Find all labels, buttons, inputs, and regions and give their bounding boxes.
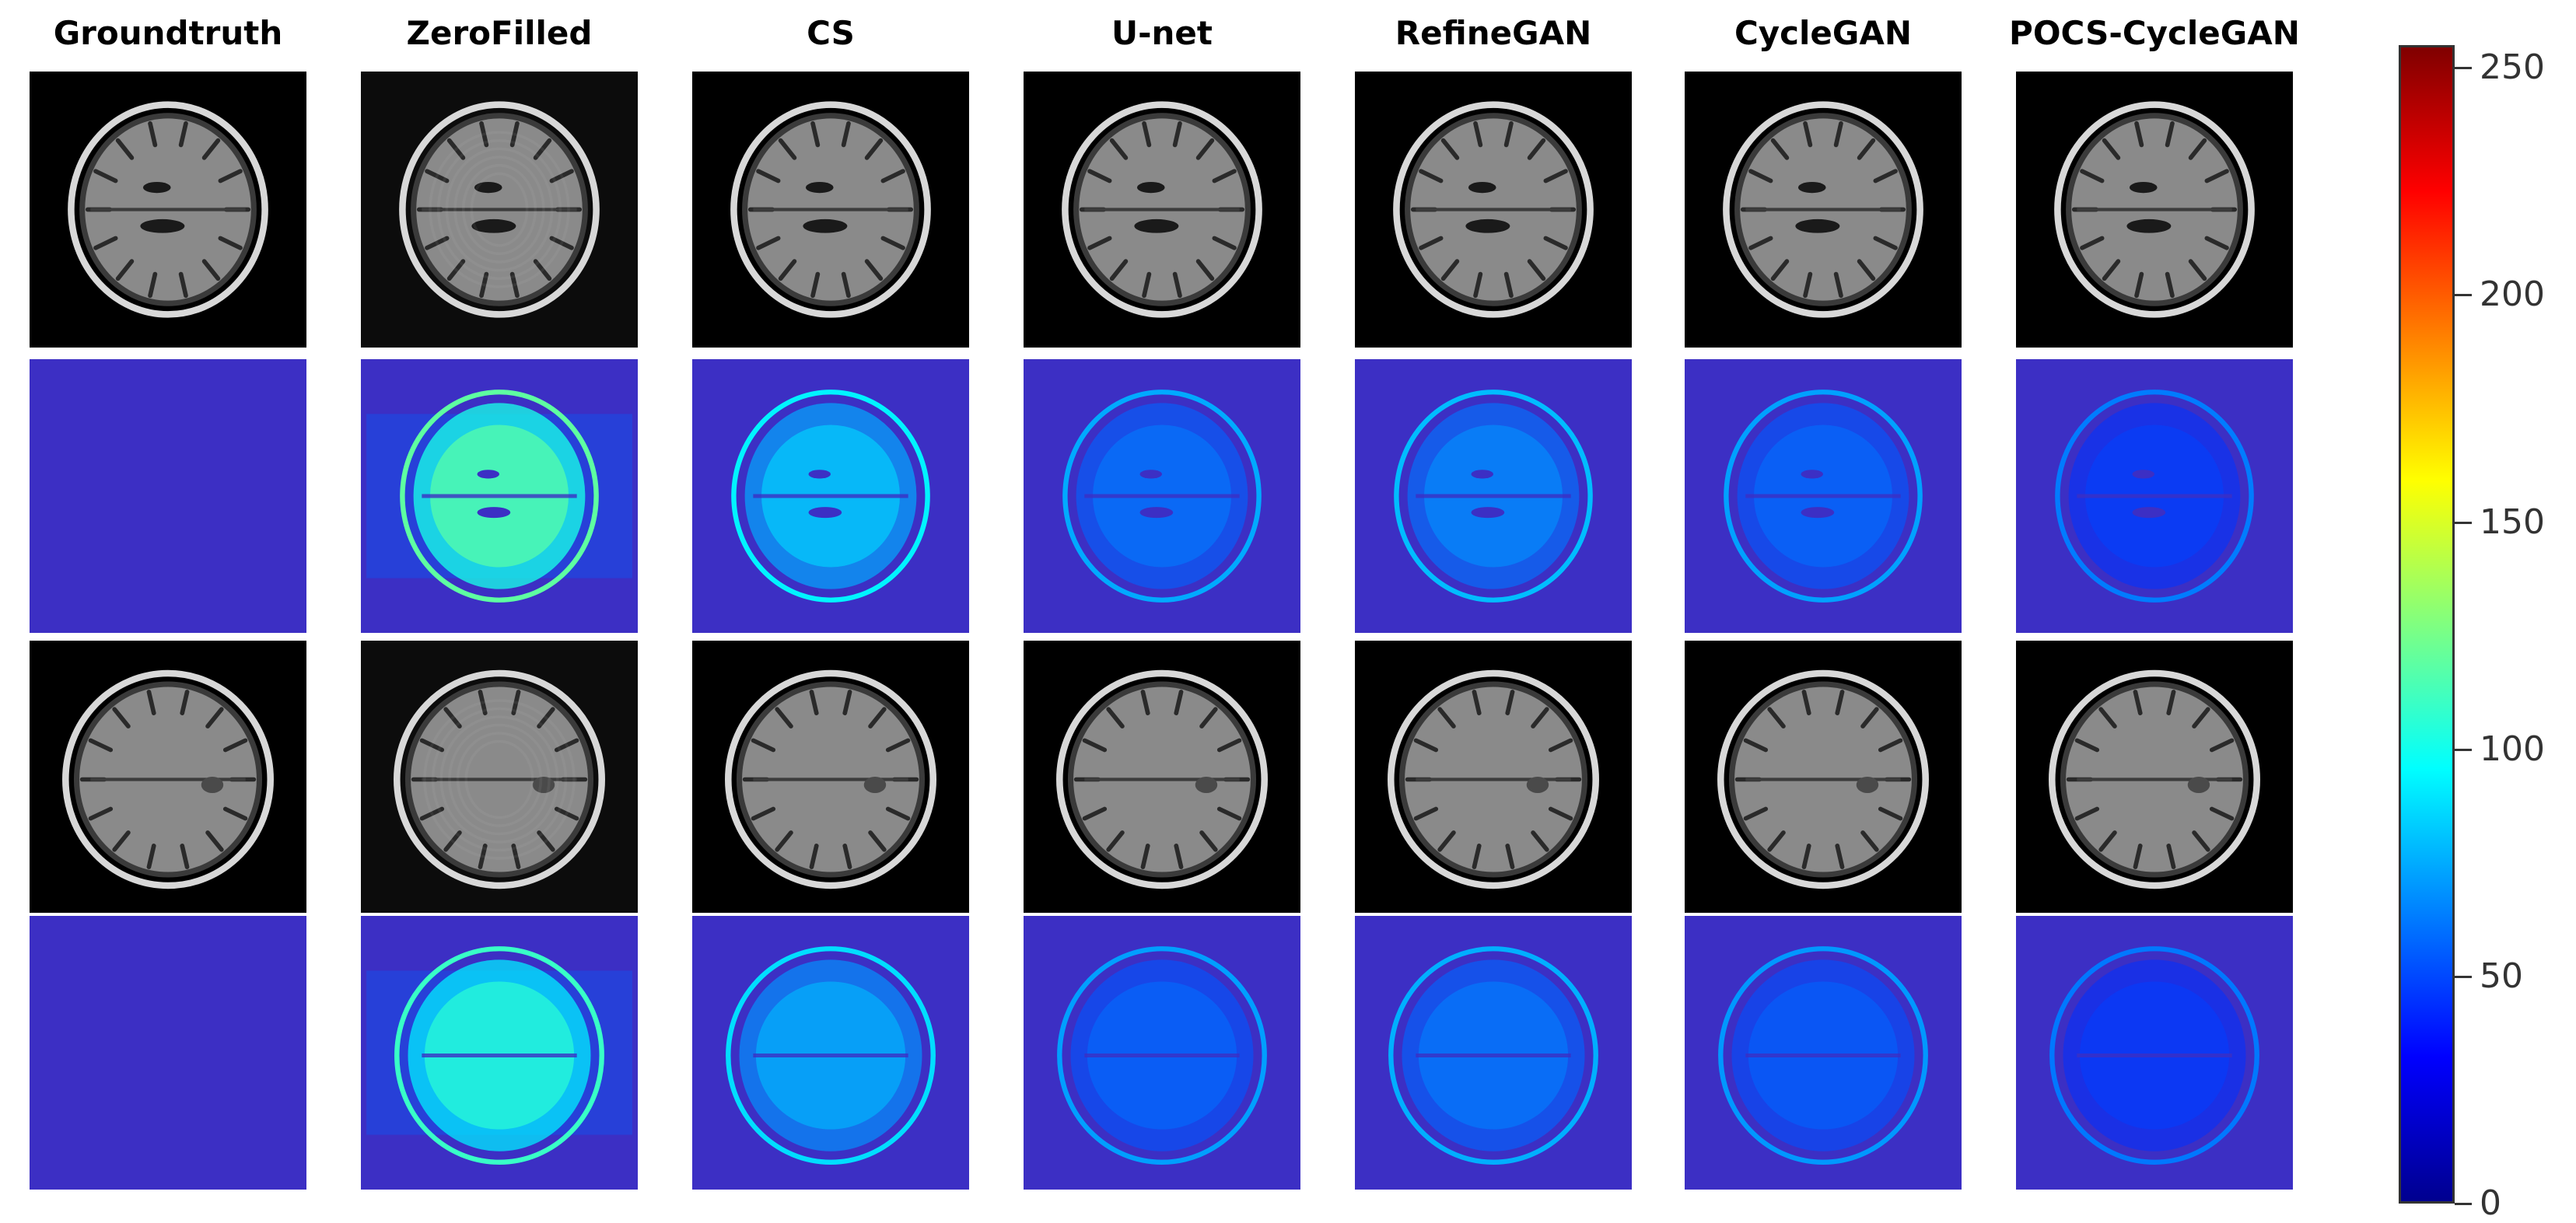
- column-title-pocs-cyclegan: POCS-CycleGAN: [2009, 14, 2300, 52]
- error-map-groundtruth-row-4: [30, 916, 306, 1190]
- error-map-refinegan-row-4: [1355, 916, 1632, 1190]
- mri-image-pocs-cyclegan-row-1: [2016, 72, 2293, 348]
- mri-image-cs-row-3: [692, 641, 969, 913]
- error-map-cs-row-4: [692, 916, 969, 1190]
- colorbar-tick-label: 250: [2480, 47, 2545, 88]
- error-map-zerofilled-row-4: [361, 916, 638, 1190]
- mri-image-u-net-row-1: [1024, 72, 1300, 348]
- mri-image-refinegan-row-3: [1355, 641, 1632, 913]
- colorbar-tick-mark: [2455, 521, 2472, 524]
- error-map-u-net-row-4: [1024, 916, 1300, 1190]
- column-title-u-net: U-net: [1111, 14, 1213, 52]
- column-title-cs: CS: [807, 14, 855, 52]
- column-title-cyclegan: CycleGAN: [1734, 14, 1913, 52]
- error-map-refinegan-row-2: [1355, 359, 1632, 633]
- mri-image-groundtruth-row-1: [30, 72, 306, 348]
- error-map-u-net-row-2: [1024, 359, 1300, 633]
- mri-image-cyclegan-row-1: [1685, 72, 1962, 348]
- colorbar-tick-mark: [2455, 1203, 2472, 1205]
- error-map-cs-row-2: [692, 359, 969, 633]
- colorbar-tick-label: 200: [2480, 274, 2545, 315]
- mri-image-cyclegan-row-3: [1685, 641, 1962, 913]
- mri-image-refinegan-row-1: [1355, 72, 1632, 348]
- column-title-groundtruth: Groundtruth: [53, 14, 283, 52]
- mri-image-cs-row-1: [692, 72, 969, 348]
- colorbar-tick-label: 0: [2480, 1183, 2501, 1223]
- mri-image-zerofilled-row-1: [361, 72, 638, 348]
- error-map-cyclegan-row-2: [1685, 359, 1962, 633]
- colorbar-tick-mark: [2455, 67, 2472, 70]
- colorbar-tick-mark: [2455, 975, 2472, 978]
- error-map-groundtruth-row-2: [30, 359, 306, 633]
- error-map-cyclegan-row-4: [1685, 916, 1962, 1190]
- error-map-pocs-cyclegan-row-4: [2016, 916, 2293, 1190]
- mri-image-pocs-cyclegan-row-3: [2016, 641, 2293, 913]
- error-map-zerofilled-row-2: [361, 359, 638, 633]
- column-title-zerofilled: ZeroFilled: [406, 14, 593, 52]
- mri-image-groundtruth-row-3: [30, 641, 306, 913]
- colorbar-tick-label: 100: [2480, 729, 2545, 769]
- mri-image-zerofilled-row-3: [361, 641, 638, 913]
- colorbar: [2399, 45, 2455, 1204]
- mri-image-u-net-row-3: [1024, 641, 1300, 913]
- colorbar-tick-mark: [2455, 748, 2472, 751]
- error-map-pocs-cyclegan-row-2: [2016, 359, 2293, 633]
- colorbar-tick-label: 50: [2480, 956, 2523, 996]
- colorbar-tick-mark: [2455, 294, 2472, 297]
- column-title-refinegan: RefineGAN: [1395, 14, 1592, 52]
- colorbar-tick-label: 150: [2480, 501, 2545, 542]
